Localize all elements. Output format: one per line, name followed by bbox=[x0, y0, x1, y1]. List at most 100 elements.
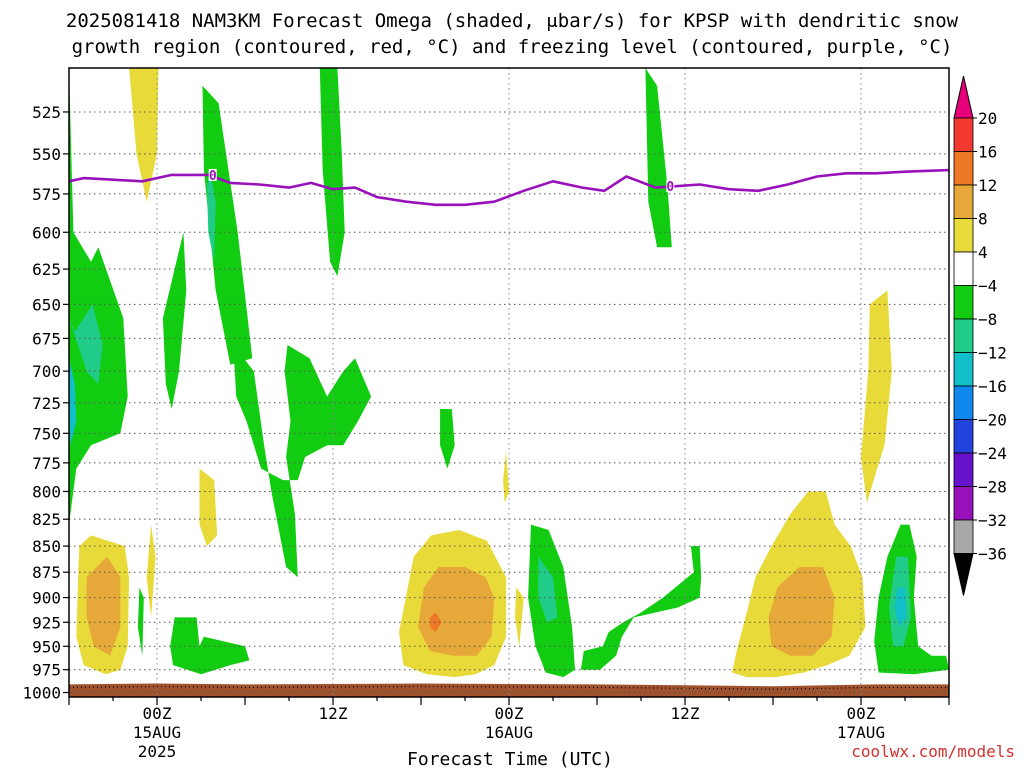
omega-region-down-4-8 bbox=[162, 232, 187, 409]
colorbar: 20 16 12 8 4 −4 −8 −12 −16 −20 −24 −28 −32 −36 bbox=[953, 75, 1007, 596]
terrain-fill bbox=[69, 683, 949, 697]
freezing-level: 00 bbox=[68, 168, 950, 207]
colorbar-tick-label: −32 bbox=[978, 511, 1007, 530]
omega-region-down-4-8 bbox=[137, 587, 144, 656]
omega-region-down-12-16 bbox=[69, 358, 77, 446]
x-tick-label: 16AUG bbox=[485, 723, 533, 742]
y-tick-label: 675 bbox=[32, 329, 61, 348]
y-tick-label: 600 bbox=[32, 223, 61, 242]
freezing-level-line bbox=[68, 168, 950, 207]
omega-region-down-4-8 bbox=[233, 345, 372, 578]
colorbar-bottom-arrow bbox=[953, 553, 974, 596]
colorbar-tick-label: −8 bbox=[978, 310, 997, 329]
colorbar-swatch bbox=[953, 352, 974, 387]
y-tick-label: 875 bbox=[32, 563, 61, 582]
y-tick-label: 975 bbox=[32, 661, 61, 680]
x-tick-label: 12Z bbox=[319, 704, 348, 723]
y-tick-label: 850 bbox=[32, 537, 61, 556]
freezing-level-label: 0 bbox=[209, 169, 217, 184]
colorbar-swatch bbox=[953, 285, 974, 320]
colorbar-tick-label: 20 bbox=[978, 109, 997, 128]
y-tick-label: 700 bbox=[32, 362, 61, 381]
omega-region-down-4-8 bbox=[645, 68, 672, 248]
colorbar-tick-label: −20 bbox=[978, 411, 1007, 430]
omega-region-down-4-8 bbox=[202, 85, 253, 365]
colorbar-swatch bbox=[953, 419, 974, 454]
omega-region-up-8-12 bbox=[418, 567, 495, 656]
y-tick-label: 525 bbox=[32, 103, 61, 122]
colorbar-swatch bbox=[953, 519, 974, 554]
omega-region-up-4-8 bbox=[129, 68, 159, 202]
y-tick-label: 775 bbox=[32, 454, 61, 473]
colorbar-tick-label: 8 bbox=[978, 210, 988, 229]
colorbar-tick-label: −12 bbox=[978, 344, 1007, 363]
colorbar-top-arrow bbox=[953, 75, 974, 119]
y-tick-label: 550 bbox=[32, 145, 61, 164]
omega-region-up-4-8 bbox=[503, 451, 509, 503]
freezing-label-bg bbox=[208, 168, 217, 181]
colorbar-swatch bbox=[953, 218, 974, 253]
y-tick-label: 900 bbox=[32, 589, 61, 608]
omega-region-up-8-12 bbox=[768, 567, 835, 656]
chart-title: 2025081418 NAM3KM Forecast Omega (shaded… bbox=[66, 10, 959, 32]
grid-lines bbox=[69, 68, 949, 697]
x-tick-label: 00Z bbox=[143, 704, 172, 723]
x-tick-label: 12Z bbox=[671, 704, 700, 723]
omega-region-down-4-8 bbox=[319, 68, 345, 277]
omega-region-up-4-8 bbox=[199, 468, 218, 547]
y-axis-ticks: 525 550 575 600 625 650 675 700 725 750 775 800 825 8… bbox=[22, 103, 69, 703]
terrain-layer bbox=[68, 683, 949, 697]
y-tick-label: 1000 bbox=[22, 684, 61, 703]
x-axis-label: Forecast Time (UTC) bbox=[407, 749, 613, 768]
omega-region-up-4-8 bbox=[514, 587, 524, 647]
x-tick-label: 00Z bbox=[495, 704, 524, 723]
colorbar-tick-label: −16 bbox=[978, 377, 1007, 396]
omega-region-down-8-12 bbox=[538, 556, 558, 623]
source-credit: coolwx.com/models bbox=[851, 742, 1015, 761]
colorbar-swatch bbox=[953, 151, 974, 186]
omega-region-down-8-12 bbox=[69, 304, 103, 384]
y-tick-label: 575 bbox=[32, 185, 61, 204]
x-tick-label: 17AUG bbox=[837, 723, 885, 742]
colorbar-tick-label: −4 bbox=[978, 277, 997, 296]
omega-region-up-12-16 bbox=[429, 612, 442, 632]
y-tick-label: 625 bbox=[32, 260, 61, 279]
omega-region-up-8-12 bbox=[86, 556, 121, 656]
colorbar-swatch bbox=[953, 318, 974, 353]
omega-region-down-4-8 bbox=[874, 524, 949, 675]
freezing-label-bg bbox=[666, 180, 675, 193]
colorbar-swatch bbox=[953, 117, 974, 152]
colorbar-swatch bbox=[953, 184, 974, 219]
omega-region-up-4-8 bbox=[861, 290, 892, 503]
terrain-texture bbox=[68, 685, 949, 690]
x-tick-label: 00Z bbox=[847, 704, 876, 723]
x-tick-label: 2025 bbox=[138, 742, 177, 761]
y-tick-label: 800 bbox=[32, 482, 61, 501]
colorbar-tick-label: −28 bbox=[978, 478, 1007, 497]
colorbar-swatch bbox=[953, 486, 974, 521]
colorbar-tick-label: −36 bbox=[978, 545, 1007, 564]
omega-region-up-4-8 bbox=[146, 524, 156, 618]
omega-region-down-4-8 bbox=[580, 546, 702, 670]
y-tick-label: 950 bbox=[32, 637, 61, 656]
colorbar-swatch bbox=[953, 251, 974, 286]
freezing-level-label: 0 bbox=[666, 180, 674, 195]
colorbar-swatch bbox=[953, 385, 974, 420]
y-tick-label: 925 bbox=[32, 613, 61, 632]
y-tick-label: 725 bbox=[32, 394, 61, 413]
y-tick-label: 825 bbox=[32, 510, 61, 529]
chart-subtitle: growth region (contoured, red, °C) and f… bbox=[72, 36, 953, 58]
omega-region-down-12-16 bbox=[894, 587, 907, 628]
colorbar-tick-label: 4 bbox=[978, 243, 988, 262]
omega-region-down-4-8 bbox=[440, 409, 455, 469]
x-tick-label: 15AUG bbox=[133, 723, 181, 742]
omega-region-down-8-12 bbox=[206, 170, 216, 262]
y-tick-label: 750 bbox=[32, 424, 61, 443]
omega-region-down-4-8 bbox=[69, 68, 128, 525]
colorbar-tick-label: 16 bbox=[978, 143, 997, 162]
y-tick-label: 650 bbox=[32, 295, 61, 314]
colorbar-tick-label: 12 bbox=[978, 176, 997, 195]
colorbar-swatch bbox=[953, 452, 974, 487]
